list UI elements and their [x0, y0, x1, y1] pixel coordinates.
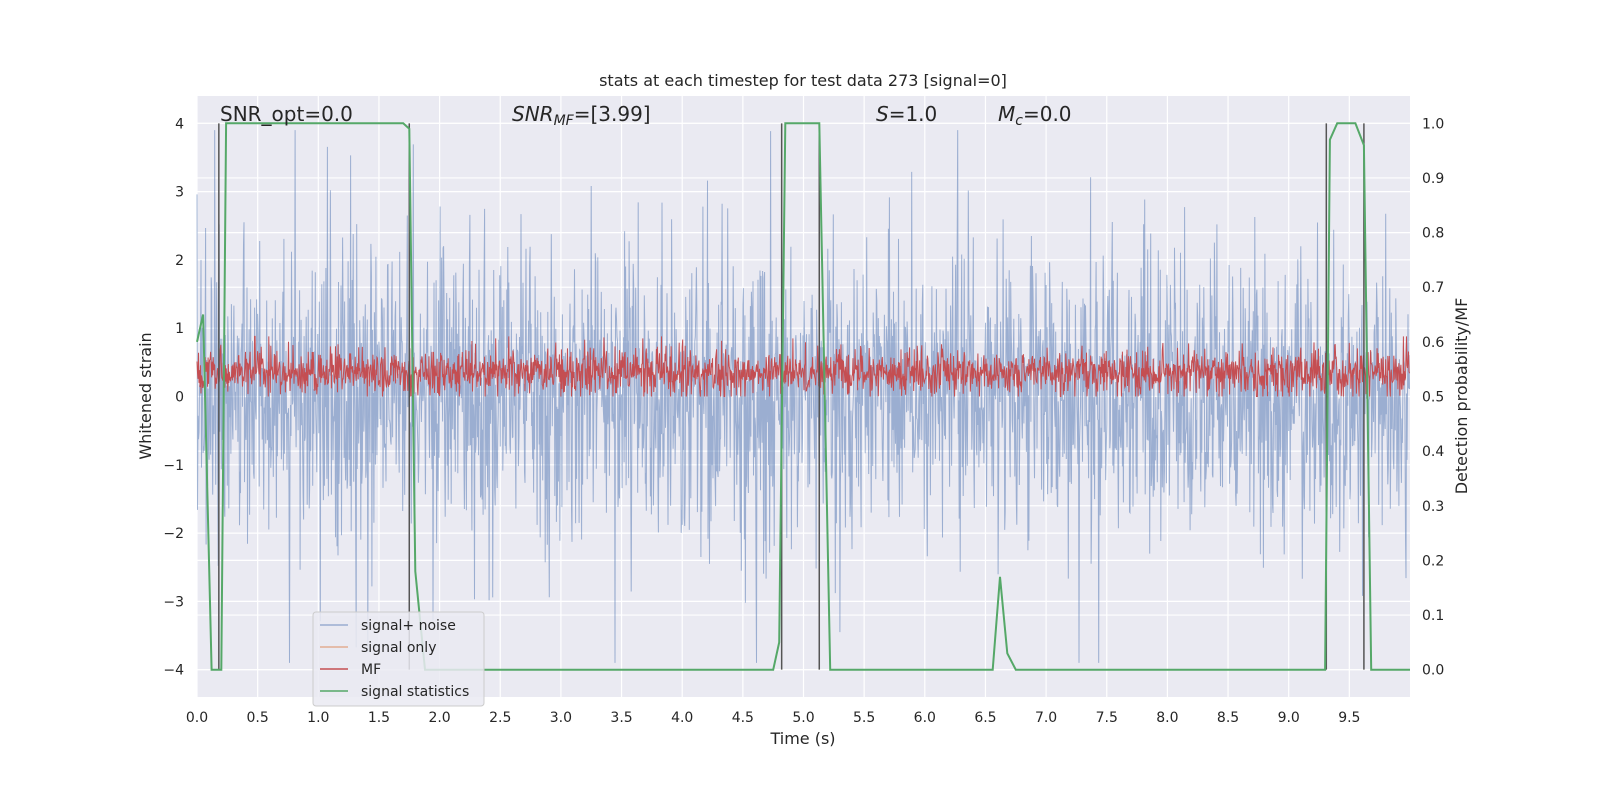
x-tick-label: 9.0	[1278, 710, 1300, 726]
chart-title: stats at each timestep for test data 273…	[599, 71, 1007, 90]
x-tick-label: 7.0	[1035, 710, 1057, 726]
annotation-mc: Mc=0.0	[998, 102, 1072, 129]
x-tick-label: 8.5	[1217, 710, 1239, 726]
annotation-snr-mf-value: =[3.99]	[574, 102, 651, 126]
x-tick-label: 1.5	[368, 710, 390, 726]
x-tick-label: 3.5	[610, 710, 632, 726]
x-tick-label: 4.5	[732, 710, 754, 726]
y-left-tick-label: 1	[175, 321, 184, 337]
signal-statistics-line	[196, 122, 1410, 671]
y-left-tick-label: −1	[163, 458, 184, 474]
y-axis-right-ticks: 1.0 0.9 0.8 0.7 0.6 0.5 0.4 0.3 0.2 0.1 0.0	[1422, 116, 1444, 678]
y-right-tick-label: 0.8	[1422, 226, 1444, 242]
y-right-tick-label: 0.1	[1422, 608, 1444, 624]
annotation-mc-sub: c	[1015, 113, 1023, 129]
annotation-snr-opt: SNR_opt=0.0	[220, 102, 353, 126]
x-axis-label: Time (s)	[769, 729, 835, 748]
y-left-tick-label: 2	[175, 253, 184, 269]
x-tick-label: 2.5	[489, 710, 511, 726]
signal-noise-line	[196, 130, 1410, 663]
y-left-tick-label: 4	[175, 116, 184, 132]
legend-label-signal-only: signal only	[361, 640, 436, 656]
legend-label-signal-statistics: signal statistics	[361, 684, 469, 700]
series-mf	[196, 335, 1410, 397]
legend-label-signal-noise: signal+ noise	[361, 618, 456, 634]
annotation-s-value: =1.0	[889, 102, 938, 126]
x-tick-label: 2.0	[428, 710, 450, 726]
y-left-tick-label: 3	[175, 185, 184, 201]
y-axis-left-label: Whitened strain	[136, 332, 155, 459]
x-tick-label: 0.0	[186, 710, 208, 726]
annotation-snr-mf-sub: MF	[554, 113, 575, 129]
y-axis-left-ticks: 4 3 2 1 0 −1 −2 −3 −4	[163, 116, 184, 678]
x-tick-label: 5.0	[792, 710, 814, 726]
annotation-mc-value: =0.0	[1023, 102, 1072, 126]
y-right-tick-label: 0.4	[1422, 444, 1444, 460]
y-right-tick-label: 0.5	[1422, 390, 1444, 406]
annotation-s-base: S	[876, 102, 889, 126]
legend-label-mf: MF	[361, 662, 381, 678]
x-tick-label: 1.0	[307, 710, 329, 726]
annotation-s: S=1.0	[876, 102, 937, 126]
y-right-tick-label: 0.6	[1422, 335, 1444, 351]
legend-box	[312, 611, 485, 707]
y-right-tick-label: 0.2	[1422, 553, 1444, 569]
legend: signal+ noise signal only MF signal stat…	[312, 611, 485, 707]
x-tick-label: 4.0	[671, 710, 693, 726]
y-right-tick-label: 0.9	[1422, 171, 1444, 187]
y-right-tick-label: 1.0	[1422, 116, 1444, 132]
annotation-mc-base: M	[998, 102, 1015, 126]
y-right-tick-label: 0.3	[1422, 499, 1444, 515]
x-tick-label: 8.0	[1156, 710, 1178, 726]
x-tick-label: 5.5	[853, 710, 875, 726]
annotation-snr-mf: SNRMF=[3.99]	[512, 102, 651, 129]
y-left-tick-label: −3	[163, 594, 184, 610]
x-tick-label: 6.5	[974, 710, 996, 726]
annotation-snr-mf-base: SNR	[512, 102, 554, 126]
x-axis-ticks: 0.0 0.5 1.0 1.5 2.0 2.5 3.0 3.5 4.0 4.5 5.0 5.5 6.0 6…	[186, 710, 1361, 726]
y-right-tick-label: 0.0	[1422, 663, 1444, 679]
x-tick-label: 7.5	[1096, 710, 1118, 726]
x-tick-label: 9.5	[1338, 710, 1360, 726]
x-tick-label: 6.0	[914, 710, 936, 726]
y-right-tick-label: 0.7	[1422, 280, 1444, 296]
y-left-tick-label: −4	[163, 663, 184, 679]
y-left-tick-label: 0	[175, 390, 184, 406]
x-tick-label: 3.0	[550, 710, 572, 726]
y-axis-right-label: Detection probability/MF	[1452, 298, 1471, 495]
y-left-tick-label: −2	[163, 526, 184, 542]
series-signal-noise	[196, 130, 1410, 663]
x-tick-label: 0.5	[247, 710, 269, 726]
mf-line	[196, 335, 1410, 397]
series-signal-statistics	[196, 122, 1410, 671]
